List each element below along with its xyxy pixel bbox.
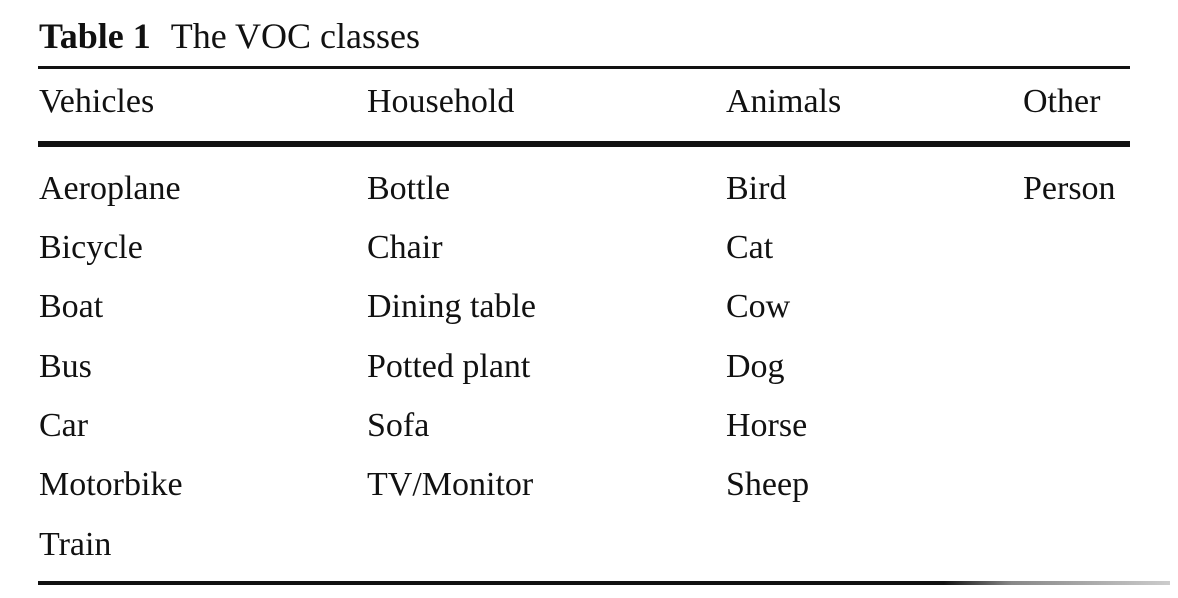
table-cell: Bottle [367, 170, 451, 207]
top-rule [38, 66, 1130, 69]
header-animals: Animals [726, 83, 842, 120]
table-cell: Bus [39, 348, 92, 385]
table-cell: Person [1023, 170, 1116, 207]
header-vehicles: Vehicles [39, 83, 155, 120]
caption-label: Table 1 [39, 16, 151, 56]
table-cell: Motorbike [39, 466, 183, 503]
table-cell: Cow [726, 288, 791, 325]
table-cell: Train [39, 526, 112, 563]
table-cell: TV/Monitor [367, 466, 534, 503]
table-cell: Dining table [367, 288, 537, 325]
table-cell: Boat [39, 288, 104, 325]
table-cell: Car [39, 407, 89, 444]
table-cell: Aeroplane [39, 170, 181, 207]
header-rule [38, 141, 1130, 147]
table-cell: Sofa [367, 407, 430, 444]
table-cell: Bicycle [39, 229, 143, 266]
table-cell: Cat [726, 229, 774, 266]
table-cell: Chair [367, 229, 443, 266]
caption-text: The VOC classes [170, 16, 421, 56]
header-household: Household [367, 83, 515, 120]
table-cell: Dog [726, 348, 785, 385]
table-cell: Potted plant [367, 348, 531, 385]
bottom-rule [38, 581, 1170, 585]
table-cell: Horse [726, 407, 808, 444]
header-other: Other [1023, 83, 1101, 120]
table-cell: Bird [726, 170, 787, 207]
table-caption: Table 1 The VOC classes [39, 14, 420, 58]
table-cell: Sheep [726, 466, 810, 503]
